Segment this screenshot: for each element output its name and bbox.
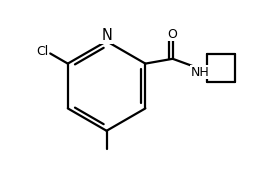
Text: Cl: Cl <box>36 45 48 58</box>
Text: NH: NH <box>190 66 209 79</box>
Text: O: O <box>168 28 178 41</box>
Text: N: N <box>101 28 112 43</box>
